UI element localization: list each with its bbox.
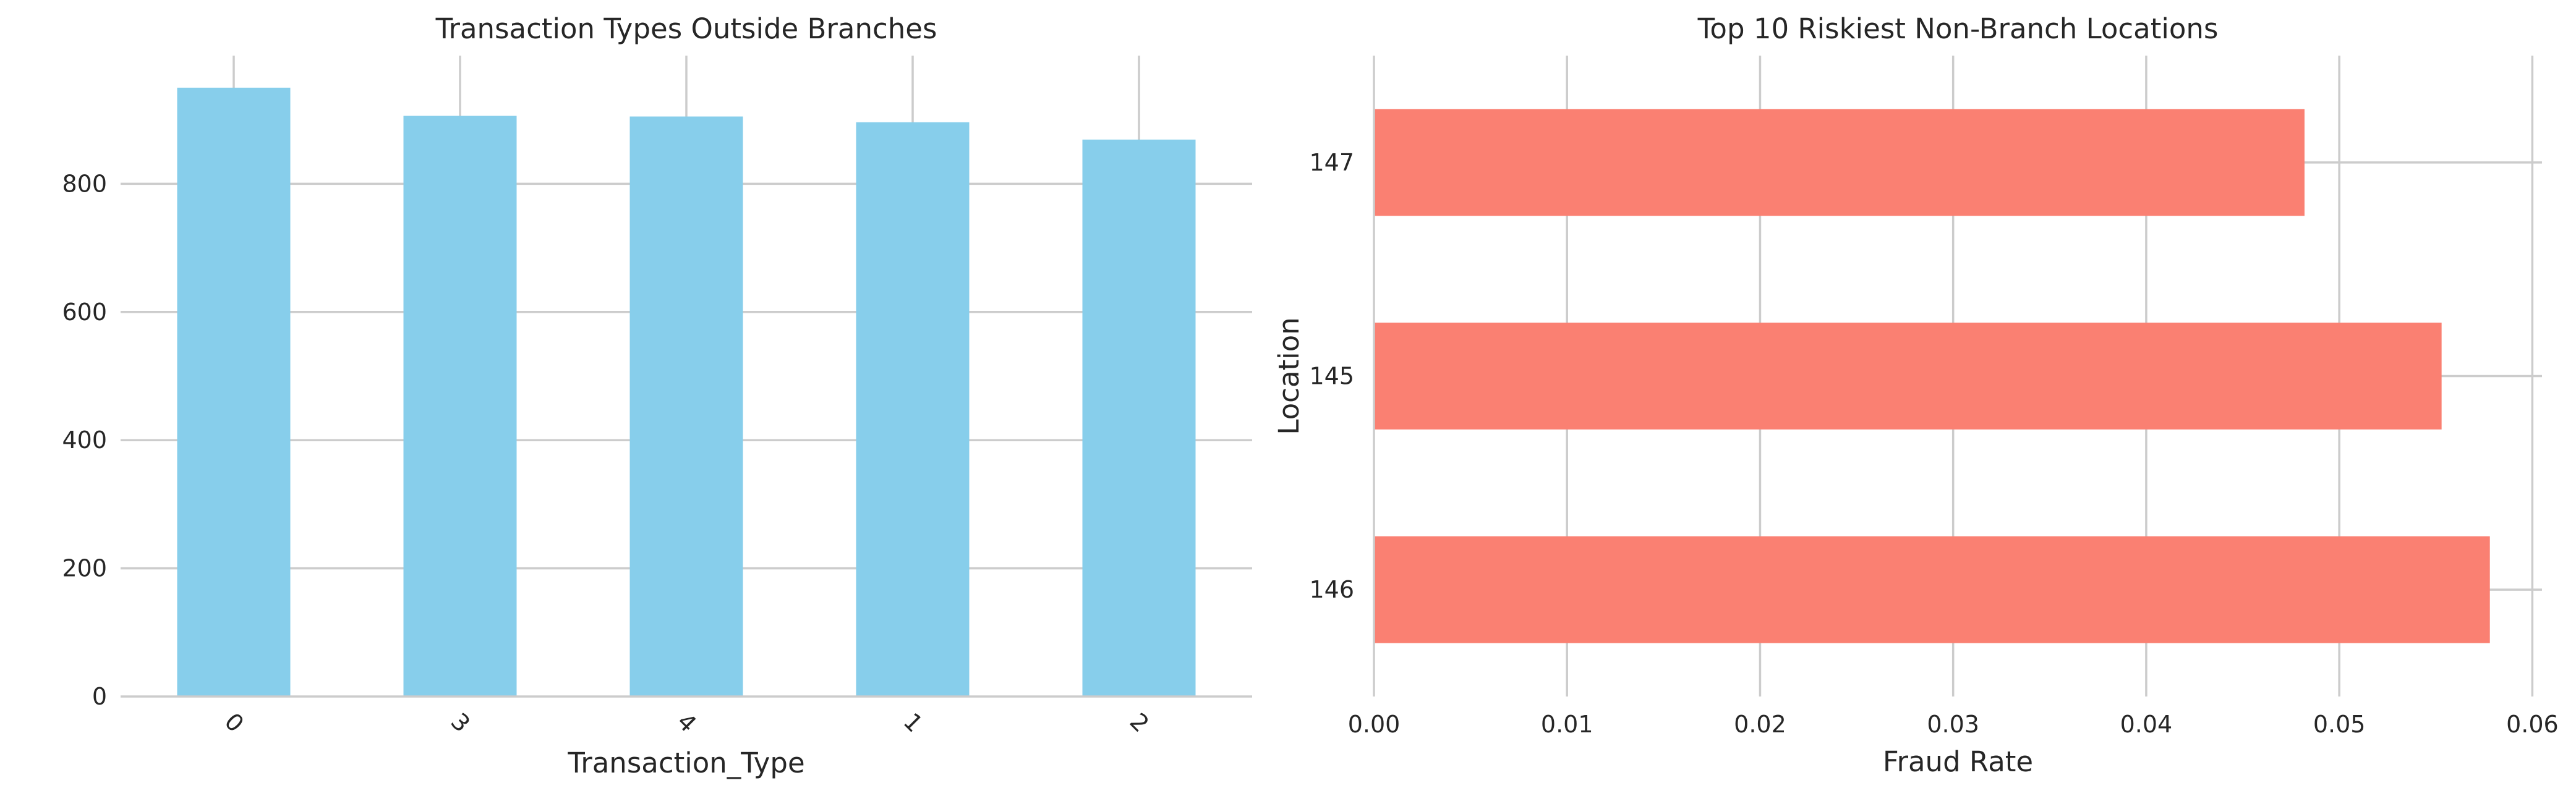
left-y-tick-labels: 0 200 400 600 800 (62, 170, 107, 710)
chart-riskiest-locations: 146 145 147 0.00 0.01 0.02 0.03 0.04 0.05 0.06 T… (1273, 12, 2559, 778)
left-bar (403, 116, 517, 696)
right-x-tick-labels: 0.00 0.01 0.02 0.03 0.04 0.05 0.06 (1348, 711, 2559, 738)
right-y-tick-label: 145 (1309, 363, 1354, 390)
left-bars (177, 87, 1196, 697)
right-bar (1374, 536, 2490, 643)
right-chart-title: Top 10 Riskiest Non-Branch Locations (1697, 12, 2219, 45)
right-bar (1374, 323, 2442, 430)
right-x-tick-label: 0.02 (1734, 711, 1786, 738)
left-chart-title: Transaction Types Outside Branches (435, 12, 937, 45)
left-y-tick-label: 200 (62, 555, 107, 582)
right-x-tick-label: 0.00 (1348, 711, 1401, 738)
left-y-tick-label: 600 (62, 298, 107, 326)
right-y-axis-label: Location (1273, 317, 1305, 434)
right-y-tick-label: 146 (1309, 576, 1354, 603)
right-y-tick-labels: 146 145 147 (1309, 149, 1354, 603)
right-bars (1374, 109, 2490, 643)
right-x-tick-label: 0.04 (2120, 711, 2173, 738)
left-y-tick-label: 0 (92, 683, 107, 710)
right-x-tick-label: 0.01 (1541, 711, 1593, 738)
right-x-tick-label: 0.06 (2506, 711, 2559, 738)
left-y-tick-label: 400 (62, 426, 107, 454)
right-x-axis-label: Fraud Rate (1883, 745, 2033, 778)
right-bar (1374, 109, 2305, 216)
right-x-tick-label: 0.03 (1927, 711, 1979, 738)
right-x-tick-label: 0.05 (2313, 711, 2366, 738)
left-bar (629, 116, 743, 696)
right-y-tick-label: 147 (1309, 149, 1354, 176)
left-y-tick-label: 800 (62, 170, 107, 197)
left-bar (856, 122, 970, 696)
left-x-axis-label: Transaction_Type (567, 747, 804, 779)
left-bar (177, 87, 291, 697)
left-bar (1082, 139, 1196, 697)
